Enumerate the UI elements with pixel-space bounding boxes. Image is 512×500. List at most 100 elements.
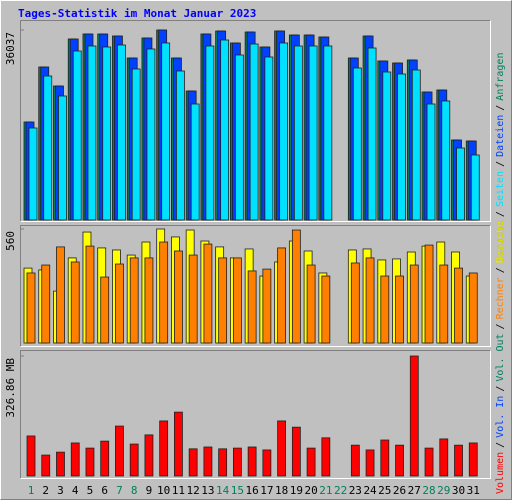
bar xyxy=(397,73,406,221)
legend-entry: Seiten xyxy=(495,171,506,207)
bar xyxy=(454,267,463,344)
x-tick-label: 21 xyxy=(319,484,332,497)
x-tick-label: 17 xyxy=(260,484,273,497)
x-tick-label: 4 xyxy=(72,484,79,497)
bar xyxy=(382,71,392,221)
chart-title: Tages-Statistik im Monat Januar 2023 xyxy=(18,7,256,20)
bar xyxy=(102,46,112,221)
bar xyxy=(424,244,434,344)
bar xyxy=(41,264,51,344)
bar xyxy=(380,439,390,477)
bar xyxy=(277,247,287,344)
x-tick-label: 27 xyxy=(408,484,421,497)
legend: Volumen / Vol. In / Vol. Out / Rechner / Besuche… xyxy=(495,53,506,494)
legend-separator: / xyxy=(495,267,506,273)
x-tick-label: 9 xyxy=(146,484,153,497)
bar xyxy=(129,443,139,477)
bar xyxy=(380,275,390,344)
bar xyxy=(220,39,230,221)
x-tick-label: 26 xyxy=(393,484,406,497)
bar xyxy=(41,454,51,477)
bar xyxy=(115,263,124,344)
x-tick-label: 20 xyxy=(304,484,317,497)
bar xyxy=(262,449,272,477)
bar xyxy=(174,250,183,344)
bar xyxy=(247,446,257,477)
legend-entry: Vol. In xyxy=(495,396,506,438)
x-tick-label: 19 xyxy=(290,484,303,497)
x-tick-label: 3 xyxy=(57,484,64,497)
bar xyxy=(43,75,53,221)
x-tick-label: 7 xyxy=(116,484,123,497)
bar xyxy=(352,67,362,221)
x-tick-label: 31 xyxy=(467,484,480,497)
bar xyxy=(115,425,124,477)
bar xyxy=(176,70,185,221)
bar xyxy=(100,440,110,477)
x-tick-label: 12 xyxy=(187,484,200,497)
bar xyxy=(454,444,463,477)
legend-separator: / xyxy=(495,442,506,448)
bar xyxy=(56,451,65,477)
bar xyxy=(367,47,377,221)
bar xyxy=(291,229,301,344)
bar xyxy=(28,127,38,221)
x-tick-label: 13 xyxy=(201,484,214,497)
bar xyxy=(277,420,287,477)
bar xyxy=(85,245,95,344)
bar xyxy=(188,254,198,344)
bar xyxy=(262,268,272,344)
legend-entry: Rechner xyxy=(495,277,506,319)
bar xyxy=(26,435,36,477)
bar xyxy=(232,447,242,477)
legend-entry: Vol. Out xyxy=(495,333,506,381)
bar xyxy=(174,411,183,477)
x-tick-label: 29 xyxy=(437,484,450,497)
bar xyxy=(26,272,36,344)
legend-separator: / xyxy=(495,105,506,111)
bar xyxy=(409,264,419,344)
x-tick-label: 11 xyxy=(172,484,185,497)
bar xyxy=(293,45,303,221)
x-tick-label: 6 xyxy=(101,484,108,497)
bar xyxy=(85,447,95,477)
legend-entry: Dateien xyxy=(495,115,506,157)
bar xyxy=(468,442,478,477)
bar xyxy=(87,45,97,221)
bar xyxy=(308,45,318,221)
bar xyxy=(291,426,301,477)
bar xyxy=(456,147,465,221)
bar xyxy=(218,257,228,344)
bar xyxy=(441,100,451,221)
legend-entry: Besuche xyxy=(495,221,506,263)
bar xyxy=(468,272,478,344)
x-tick-label: 8 xyxy=(131,484,138,497)
bar xyxy=(159,420,169,477)
legend-entry: Volumen xyxy=(495,452,506,494)
bar xyxy=(232,257,242,344)
bar xyxy=(203,446,213,477)
x-tick-label: 30 xyxy=(452,484,465,497)
x-tick-label: 5 xyxy=(87,484,94,497)
y-tick-label: 326.86 MB xyxy=(4,358,17,418)
bar xyxy=(321,275,331,344)
x-tick-label: 23 xyxy=(349,484,362,497)
bar xyxy=(439,438,449,477)
panel-edge-dark xyxy=(20,225,491,347)
bar xyxy=(129,257,139,344)
bar xyxy=(159,241,169,344)
bar xyxy=(411,69,421,221)
bar xyxy=(470,154,480,221)
bar xyxy=(350,444,360,477)
legend-separator: / xyxy=(495,386,506,392)
x-tick-label: 25 xyxy=(378,484,391,497)
x-tick-label: 14 xyxy=(216,484,230,497)
legend-entry: Anfragen xyxy=(495,53,506,101)
bar xyxy=(395,275,404,344)
x-tick-label: 18 xyxy=(275,484,288,497)
bar xyxy=(188,448,198,477)
x-tick-label: 2 xyxy=(42,484,49,497)
panel-edge-dark xyxy=(20,350,491,479)
bar xyxy=(365,449,375,477)
